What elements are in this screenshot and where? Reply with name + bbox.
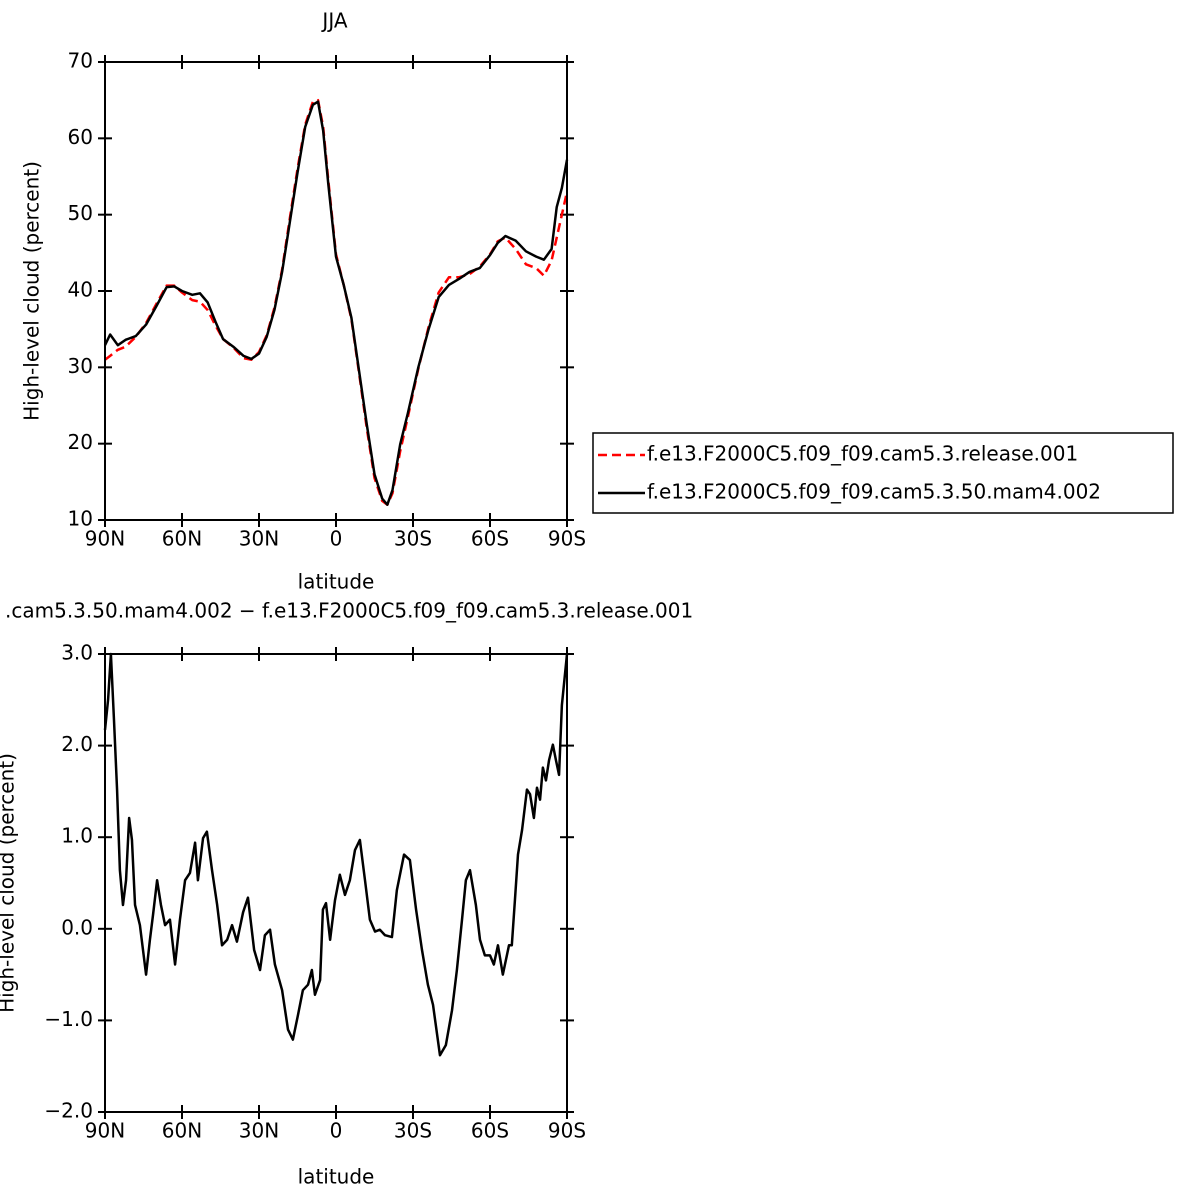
x-tick-label: 60S	[471, 1119, 509, 1143]
y-tick-label: −2.0	[44, 1099, 93, 1123]
legend-label: f.e13.F2000C5.f09_f09.cam5.3.50.mam4.002	[647, 480, 1101, 504]
x-tick-label: 90N	[85, 1119, 125, 1143]
y-tick-label: 70	[68, 49, 93, 73]
data-line	[104, 98, 569, 506]
x-tick-label: 30N	[239, 1119, 279, 1143]
y-tick-label: 30	[68, 354, 93, 378]
legend-label: f.e13.F2000C5.f09_f09.cam5.3.release.001	[647, 442, 1078, 466]
x-tick-label: 90N	[85, 527, 125, 551]
chart-title: .cam5.3.50.mam4.002 − f.e13.F2000C5.f09_…	[5, 599, 693, 623]
y-tick-label: 40	[68, 278, 93, 302]
x-tick-label: 90S	[548, 1119, 586, 1143]
x-tick-label: 30S	[394, 527, 432, 551]
y-tick-label: 50	[68, 201, 93, 225]
y-axis-label: High-level cloud (percent)	[20, 161, 44, 421]
x-tick-label: 90S	[548, 527, 586, 551]
y-tick-label: 1.0	[61, 824, 93, 848]
y-axis-label: High-level cloud (percent)	[0, 753, 19, 1013]
x-tick-label: 30S	[394, 1119, 432, 1143]
y-tick-label: 60	[68, 125, 93, 149]
x-tick-label: 0	[330, 1119, 343, 1143]
x-tick-label: 60S	[471, 527, 509, 551]
y-tick-label: 0.0	[61, 915, 93, 939]
x-axis-label: latitude	[298, 570, 375, 594]
chart-title: JJA	[320, 9, 347, 33]
plot-frame	[104, 61, 568, 521]
x-tick-label: 0	[330, 527, 343, 551]
y-tick-label: 3.0	[61, 641, 93, 665]
x-tick-label: 60N	[162, 1119, 202, 1143]
legend-box	[592, 432, 1174, 514]
y-tick-label: 20	[68, 430, 93, 454]
data-line	[103, 100, 569, 506]
y-tick-label: −1.0	[44, 1007, 93, 1031]
plot-frame	[104, 653, 568, 1113]
x-tick-label: 60N	[162, 527, 202, 551]
y-tick-label: 2.0	[61, 732, 93, 756]
x-tick-label: 30N	[239, 527, 279, 551]
y-tick-label: 10	[68, 507, 93, 531]
data-line	[103, 652, 569, 1057]
x-axis-label: latitude	[298, 1165, 375, 1189]
